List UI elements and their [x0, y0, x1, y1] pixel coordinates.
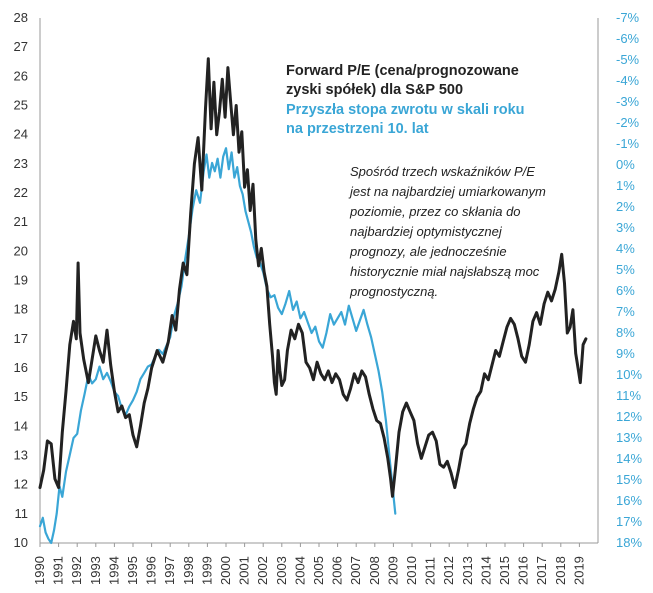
- right-axis-ticks: -7% -6% -5% -4% -3% -2% -1% 0% 1% 2% 3% 4% 5% 6% 7% 8% 9…: [616, 10, 642, 550]
- x-tick-label: 2011: [423, 557, 438, 585]
- chart-annotation: Spośród trzech wskaźników P/E jest na na…: [350, 164, 546, 299]
- left-tick-label: 27: [14, 39, 28, 54]
- x-tick-label: 2001: [237, 556, 252, 585]
- x-tick-label: 1994: [106, 556, 121, 585]
- x-tick-label: 2013: [460, 556, 475, 585]
- left-tick-label: 18: [14, 302, 28, 317]
- left-tick-label: 15: [14, 389, 28, 404]
- x-tick-label: 2016: [516, 556, 531, 585]
- x-tick-label: 1998: [181, 556, 196, 585]
- x-tick-label: 2002: [255, 556, 270, 585]
- x-tick-label: 2009: [385, 556, 400, 585]
- series-lines: [38, 57, 588, 545]
- right-tick-label: 18%: [616, 535, 642, 550]
- right-tick-label: 3%: [616, 220, 635, 235]
- x-tick-label: 2010: [404, 556, 419, 585]
- left-tick-label: 12: [14, 477, 28, 492]
- left-tick-label: 22: [14, 185, 28, 200]
- right-tick-label: 15%: [616, 472, 642, 487]
- x-tick-label: 2019: [571, 556, 586, 585]
- left-tick-label: 11: [15, 506, 29, 521]
- right-tick-label: 4%: [616, 241, 635, 256]
- right-tick-label: 13%: [616, 430, 642, 445]
- left-tick-label: 17: [14, 331, 28, 346]
- x-tick-label: 2000: [218, 556, 233, 585]
- right-tick-label: 16%: [616, 493, 642, 508]
- left-axis-ticks: 10 11 12 13 14 15 16 17 18 19 20 21 22 23 24 25 26 27 28: [14, 10, 28, 550]
- right-tick-label: -4%: [616, 73, 640, 88]
- right-tick-label: 5%: [616, 262, 635, 277]
- right-tick-label: -1%: [616, 136, 640, 151]
- right-tick-label: -3%: [616, 94, 640, 109]
- right-tick-label: 7%: [616, 304, 635, 319]
- left-tick-label: 16: [14, 360, 28, 375]
- x-tick-label: 2007: [348, 556, 363, 585]
- x-tick-label: 2017: [534, 556, 549, 585]
- right-tick-label: -2%: [616, 115, 640, 130]
- right-tick-label: 8%: [616, 325, 635, 340]
- x-tick-label: 1993: [88, 556, 103, 585]
- x-tick-label: 2004: [292, 556, 307, 585]
- x-tick-label: 1999: [199, 556, 214, 585]
- x-tick-label: 1992: [69, 556, 84, 585]
- right-tick-label: 11%: [616, 388, 641, 403]
- x-tick-label: 2018: [553, 556, 568, 585]
- right-tick-label: 2%: [616, 199, 635, 214]
- left-tick-label: 26: [14, 68, 28, 83]
- x-tick-label: 2012: [441, 556, 456, 585]
- left-tick-label: 28: [14, 10, 28, 25]
- right-tick-label: 17%: [616, 514, 642, 529]
- left-tick-label: 23: [14, 156, 28, 171]
- x-tick-label: 2014: [478, 556, 493, 585]
- x-tick-label: 1991: [51, 556, 66, 585]
- right-tick-label: -6%: [616, 31, 640, 46]
- x-axis-ticks: 1990 1991 1992 1993 1994 1995 1996 1997 1998 1999…: [32, 543, 586, 585]
- right-tick-label: 14%: [616, 451, 642, 466]
- left-tick-label: 24: [14, 127, 28, 142]
- left-tick-label: 20: [14, 243, 28, 258]
- left-tick-label: 14: [14, 418, 28, 433]
- left-tick-label: 10: [14, 535, 28, 550]
- left-tick-label: 13: [14, 448, 28, 463]
- left-tick-label: 25: [14, 98, 28, 113]
- right-tick-label: -5%: [616, 52, 640, 67]
- x-tick-label: 2015: [497, 556, 512, 585]
- right-tick-label: 12%: [616, 409, 642, 424]
- legend-future-return: Przyszła stopa zwrotu w skali roku na pr…: [286, 102, 525, 137]
- right-tick-label: 10%: [616, 367, 642, 382]
- x-tick-label: 2006: [330, 556, 345, 585]
- x-tick-label: 1995: [125, 556, 140, 585]
- x-tick-label: 1997: [162, 556, 177, 585]
- right-tick-label: 0%: [616, 157, 635, 172]
- pe-forward-series-line: [38, 57, 588, 498]
- x-tick-label: 2005: [311, 556, 326, 585]
- right-tick-label: 9%: [616, 346, 635, 361]
- left-tick-label: 21: [14, 214, 28, 229]
- right-tick-label: 6%: [616, 283, 635, 298]
- x-tick-label: 2008: [367, 556, 382, 585]
- x-tick-label: 1996: [144, 556, 159, 585]
- left-tick-label: 19: [14, 273, 28, 288]
- right-tick-label: -7%: [616, 10, 640, 25]
- x-tick-label: 2003: [274, 556, 289, 585]
- right-tick-label: 1%: [616, 178, 635, 193]
- x-tick-label: 1990: [32, 556, 47, 585]
- legend-pe-forward: Forward P/E (cena/prognozowane zyski spó…: [286, 63, 519, 98]
- future-return-series-line: [38, 147, 397, 545]
